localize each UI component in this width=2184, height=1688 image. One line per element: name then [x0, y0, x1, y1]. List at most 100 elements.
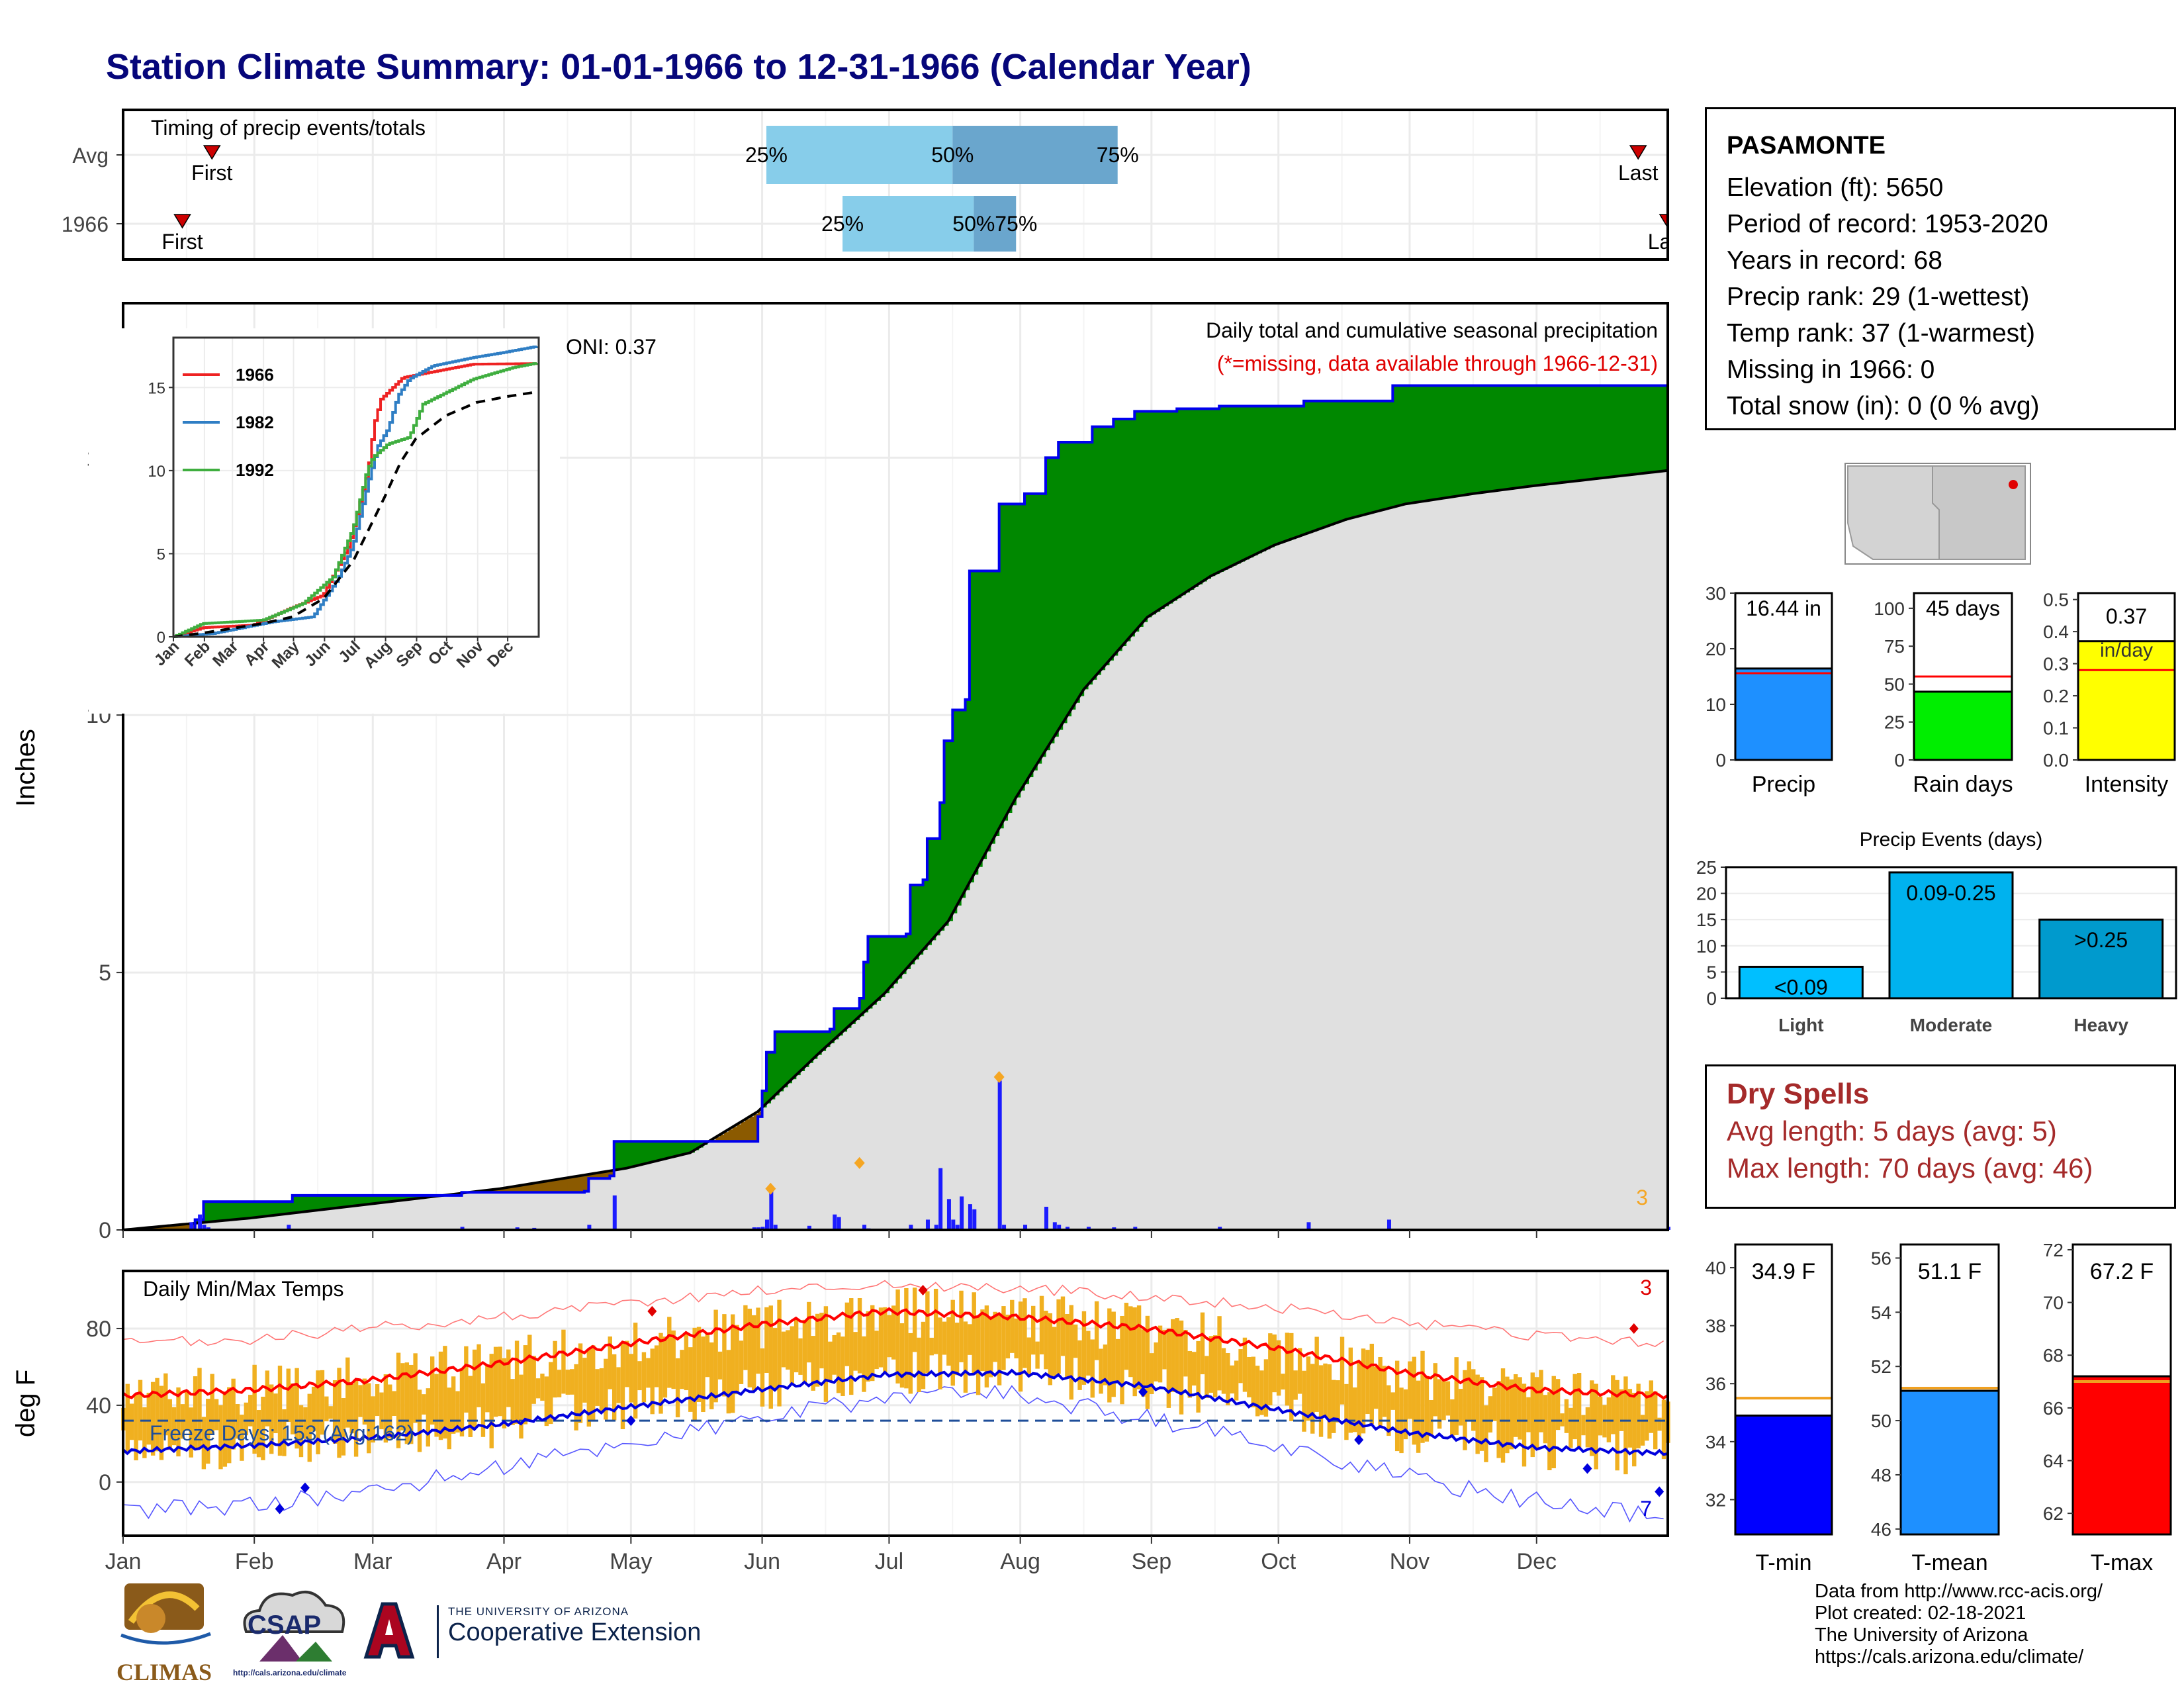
precip-summary-category: Rain days — [1913, 772, 2013, 797]
cumulative-anomaly-fill — [1274, 406, 1279, 545]
cumulative-anomaly-fill — [576, 1176, 581, 1193]
daily-temp-bar — [303, 1407, 308, 1439]
daily-temp-bar — [1094, 1301, 1099, 1360]
cumulative-anomaly-fill — [275, 1201, 281, 1215]
temp-corner-top: 3 — [1640, 1276, 1652, 1299]
daily-temp-bar — [984, 1305, 989, 1387]
daily-temp-bar — [1471, 1369, 1476, 1431]
events-y-tick-label: 0 — [1706, 988, 1717, 1009]
daily-temp-bar — [1023, 1298, 1027, 1368]
cumulative-anomaly-fill — [1384, 400, 1389, 510]
cumulative-anomaly-fill — [919, 884, 924, 955]
daily-temp-bar — [891, 1305, 896, 1360]
daily-temp-bar — [836, 1332, 841, 1393]
temp-summary-tick-label: 72 — [2043, 1240, 2064, 1260]
daily-temp-bar — [735, 1325, 739, 1395]
cumulative-anomaly-fill — [508, 1187, 513, 1193]
daily-temp-bar — [1657, 1417, 1662, 1431]
daily-temp-bar — [214, 1399, 219, 1430]
daily-temp-bar — [1649, 1380, 1654, 1433]
daily-precip-bar — [934, 1225, 938, 1230]
temp-summary-bar — [1734, 1414, 1833, 1536]
daily-temp-bar — [1026, 1337, 1032, 1374]
climas-text: CLIMAS — [116, 1659, 212, 1685]
temp-summary-bars: 32 34 36 38 40 34.9 F T-min 46 48 50 52 54 56 51.1 F T… — [1706, 1240, 2172, 1575]
daily-temp-bar — [786, 1330, 790, 1370]
precip-summary-tick-label: 75 — [1884, 636, 1905, 657]
precip-summary-tick-label: 0.0 — [2043, 750, 2069, 771]
daily-temp-bar — [252, 1364, 257, 1454]
daily-temp-bar — [1598, 1396, 1603, 1436]
daily-temp-bar — [1560, 1413, 1565, 1427]
station-map — [1844, 463, 2031, 565]
cumulative-anomaly-fill — [745, 1119, 750, 1142]
daily-temp-bar — [489, 1354, 494, 1448]
daily-temp-bar — [1539, 1370, 1543, 1432]
cumulative-anomaly-fill — [1460, 385, 1465, 496]
temp-summary-tick-label: 36 — [1706, 1374, 1726, 1394]
daily-temp-bar — [1590, 1380, 1594, 1456]
timing-q25-label: 25% — [745, 143, 788, 167]
daily-temp-bar — [1128, 1306, 1133, 1378]
cumulative-anomaly-fill — [923, 880, 928, 950]
events-category-label: Light — [1778, 1015, 1823, 1035]
temp-summary-tick-label: 46 — [1871, 1519, 1891, 1540]
daily-temp-bar — [1212, 1335, 1218, 1397]
precip-summary-tick-label: 25 — [1884, 712, 1905, 733]
cumulative-anomaly-fill — [1629, 385, 1635, 475]
precip-corner-count: 3 — [1636, 1186, 1648, 1209]
daily-temp-bar — [1306, 1356, 1311, 1421]
daily-temp-bar — [917, 1337, 921, 1392]
cumulative-anomaly-fill — [1494, 385, 1499, 491]
cumulative-anomaly-fill — [1083, 442, 1089, 690]
cumulative-anomaly-fill — [1101, 426, 1106, 671]
station-period: Period of record: 1953-2020 — [1727, 210, 2048, 238]
cumulative-anomaly-fill — [1612, 385, 1617, 477]
record-low-marker — [1138, 1386, 1148, 1397]
daily-temp-bar — [1496, 1381, 1501, 1458]
cumulative-anomaly-fill — [1430, 385, 1435, 500]
timing-q50-label: 50% — [931, 143, 974, 167]
cumulative-anomaly-fill — [1574, 385, 1580, 481]
timing-quartile-dark-bar — [974, 196, 1017, 252]
daily-temp-bar — [1547, 1392, 1552, 1471]
daily-temp-bar — [1268, 1333, 1273, 1405]
daily-temp-bar — [1323, 1363, 1328, 1418]
daily-temp-bar — [731, 1314, 735, 1413]
daily-temp-bar — [316, 1370, 320, 1454]
cumulative-anomaly-fill — [186, 1224, 191, 1230]
daily-temp-bar — [1056, 1299, 1061, 1374]
credit-plot-created: Plot created: 02-18-2021 — [1815, 1603, 2026, 1624]
inset-y-tick-label: 0 — [157, 629, 165, 647]
daily-temp-bar — [1259, 1370, 1264, 1415]
daily-precip-bar — [587, 1225, 592, 1230]
cumulative-anomaly-fill — [990, 571, 995, 844]
cumulative-anomaly-fill — [834, 1008, 839, 1040]
inset-series-line — [173, 362, 538, 638]
month-label: Dec — [1517, 1549, 1557, 1574]
cumulative-anomaly-fill — [292, 1195, 297, 1213]
cumulative-anomaly-fill — [1189, 408, 1195, 590]
daily-temp-bar — [1115, 1338, 1120, 1383]
daily-temp-bar — [510, 1379, 515, 1425]
cumulative-anomaly-fill — [1405, 385, 1410, 504]
daily-temp-bar — [692, 1327, 697, 1421]
climas-logo: CLIMAS — [111, 1582, 217, 1685]
record-low-marker — [275, 1503, 285, 1515]
timing-frame — [122, 109, 1669, 261]
daily-temp-bar — [248, 1395, 253, 1427]
timing-q25-label: 25% — [821, 212, 864, 236]
inset-y-tick-label: 5 — [157, 545, 165, 563]
cumulative-anomaly-fill — [868, 936, 873, 1009]
daily-precip-bar — [1218, 1227, 1222, 1230]
cumulative-anomaly-fill — [965, 699, 970, 890]
daily-temp-bar — [1479, 1377, 1484, 1451]
events-bar — [2038, 918, 2164, 1000]
daily-temp-bar — [341, 1397, 346, 1456]
daily-temp-bar — [590, 1345, 596, 1421]
daily-temp-bar — [828, 1341, 833, 1382]
daily-temp-bar — [599, 1368, 604, 1413]
cumulative-anomaly-fill — [1642, 385, 1647, 474]
temp-summary-tick-label: 38 — [1706, 1316, 1726, 1336]
